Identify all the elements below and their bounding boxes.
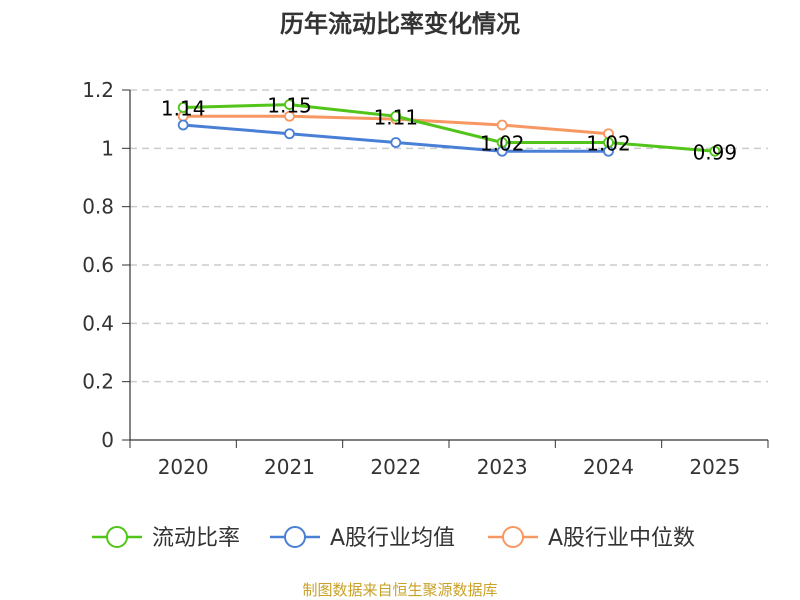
- series-line: [183, 103, 715, 153]
- source-note: 制图数据来自恒生聚源数据库: [302, 581, 497, 599]
- data-point: [603, 137, 614, 148]
- data-point: [177, 119, 189, 131]
- grid-lines: [130, 89, 768, 383]
- y-tick-label: 0.4: [82, 311, 114, 335]
- legend-item[interactable]: A股行业中位数: [488, 526, 695, 551]
- chart-title: 历年流动比率变化情况: [280, 10, 520, 38]
- data-point: [284, 128, 295, 140]
- y-tick-label: 0.2: [82, 370, 114, 394]
- y-tick-label: 1: [101, 136, 114, 160]
- data-point: [496, 119, 508, 131]
- x-tick-label: 2021: [264, 455, 315, 479]
- legend-label: A股行业中位数: [548, 526, 695, 551]
- data-label: 1.15: [267, 94, 312, 118]
- data-point: [284, 99, 295, 110]
- y-tick-label: 0: [101, 428, 114, 452]
- legend-label: 流动比率: [152, 526, 240, 551]
- x-tick-label: 2022: [370, 455, 421, 479]
- legend-label: A股行业均值: [330, 526, 455, 551]
- series-lines: [177, 99, 721, 157]
- legend-item[interactable]: 流动比率: [92, 526, 240, 551]
- y-tick-label: 0.6: [82, 253, 114, 277]
- data-point: [709, 145, 721, 157]
- data-point: [496, 137, 508, 148]
- x-tick-label: 2025: [689, 455, 740, 479]
- data-point: [284, 110, 295, 122]
- y-tick-label: 1.2: [82, 78, 114, 102]
- x-tick-label: 2020: [158, 455, 209, 479]
- data-point: [390, 137, 402, 148]
- data-label: 0.99: [693, 140, 738, 164]
- x-tick-label: 2024: [583, 455, 634, 479]
- data-label: 1.02: [480, 132, 525, 156]
- data-point: [177, 102, 189, 113]
- data-label: 1.11: [374, 105, 419, 129]
- legend-marker-icon: [106, 526, 128, 548]
- legend-marker-icon: [502, 526, 524, 548]
- data-point: [390, 110, 402, 122]
- x-tick-label: 2023: [477, 455, 528, 479]
- legend-marker-icon: [284, 526, 306, 548]
- legend-item[interactable]: A股行业均值: [270, 526, 455, 551]
- legend[interactable]: 流动比率 A股行业均值 A股行业中位数: [92, 526, 695, 551]
- y-tick-label: 0.8: [82, 195, 114, 219]
- axes: 0 0.2 0.4 0.6 0.8 1 1.2 2020 2021 2022 2023 2024 202…: [82, 78, 769, 479]
- data-label: 1.14: [161, 97, 206, 121]
- data-labels: 1.14 1.15 1.11 1.02 1.02 0.99: [161, 94, 737, 165]
- data-label: 1.02: [586, 132, 631, 156]
